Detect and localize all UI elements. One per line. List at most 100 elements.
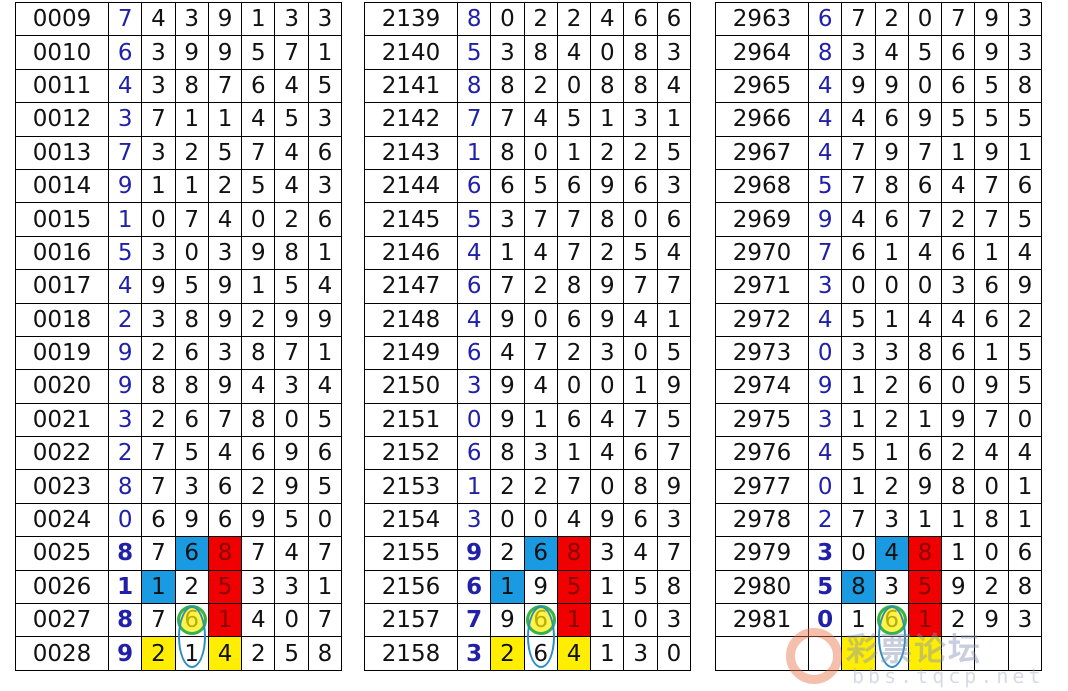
digit: 9 [951,406,966,433]
issue-number: 0017 [15,269,109,304]
digit-cell: 7 [141,436,176,471]
digit-cell: 9 [207,35,243,70]
digit-cell: 2 [523,68,558,104]
issue-number: 0021 [15,402,109,438]
digit: 6 [566,306,582,333]
digit: 5 [817,173,833,200]
digit-cell: 6 [207,469,243,504]
issue-number: 2149 [364,335,458,371]
digit-cell: 5 [974,102,1009,137]
digit: 8 [117,540,134,567]
digit-cell: 1 [174,636,209,671]
first-digit-cell: 6 [456,569,492,605]
digit: 4 [533,106,549,133]
table-row: 2978 2 7 3 1 1 8 1 [715,502,1043,538]
digit: 1 [917,607,933,634]
digit-cell: 7 [141,469,176,504]
digit-cell: 1 [941,135,976,170]
digit: 6 [851,239,866,266]
first-digit-cell: 8 [807,35,843,70]
digit-cell: 1 [907,603,943,638]
table-row: 2976 4 5 1 6 2 4 4 [715,436,1043,471]
digit-cell: 9 [241,235,276,271]
digit: 7 [117,139,133,166]
digit-cell: 4 [490,335,525,371]
first-digit-cell: 9 [107,636,143,671]
digit: 4 [666,72,682,99]
digit: 3 [317,6,333,33]
first-digit-cell: 0 [807,603,843,638]
digit-cell: 0 [274,402,309,438]
digit-cell: 4 [623,302,658,337]
first-digit-cell: 6 [456,436,492,471]
digit: 7 [984,173,999,200]
digit-cell: 0 [907,68,943,104]
table-row [715,636,1043,671]
digit: 6 [1017,540,1033,567]
digit: 3 [851,340,866,367]
digit: 4 [533,373,549,400]
issue-number: 2973 [715,335,809,371]
table-row: 2152 6 8 3 1 4 6 7 [364,436,692,471]
digit-cell: 5 [907,35,943,70]
digit: 2 [566,6,582,33]
digit: 9 [600,306,615,333]
digit-cell: 3 [141,68,176,104]
digit-cell: 4 [941,302,976,337]
digit-cell: 7 [307,536,343,571]
digit-cell: 3 [307,168,343,204]
digit-cell: 8 [174,369,209,404]
digit-cell: 0 [590,469,625,504]
digit: 9 [500,373,515,400]
digit: 8 [500,440,515,467]
digit: 0 [817,340,833,367]
table-row: 2148 4 9 0 6 9 4 1 [364,302,692,337]
digit-cell: 2 [874,402,909,438]
digit-cell: 1 [556,436,592,471]
digit: 8 [666,573,682,600]
digit: 6 [633,173,648,200]
digit-cell: 5 [974,68,1009,104]
issue-number: 2151 [364,402,458,438]
digit: 4 [600,406,615,433]
table-row: 2142 7 7 4 5 1 3 1 [364,102,692,137]
digit-cell: 1 [974,335,1009,371]
digit: 7 [566,239,582,266]
digit: 3 [151,306,166,333]
digit: 0 [533,139,549,166]
digit-cell: 4 [274,68,309,104]
digit: 1 [117,573,134,600]
digit: 7 [317,540,333,567]
digit-cell: 4 [907,235,943,271]
table-row: 0009 7 4 3 9 1 3 3 [15,1,343,37]
digit: 4 [951,173,966,200]
draw-table-3: 2963 6 7 2 0 7 9 3 2964 8 3 4 5 6 9 3 2965 4 9 9 0 6 5 8 2966 4 4 6… [715,1,1043,671]
digit-cell: 4 [307,369,343,404]
table-row: 0014 9 1 1 2 5 4 3 [15,168,343,204]
digit-cell: 9 [590,502,625,538]
digit-cell: 8 [656,569,692,605]
first-digit-cell: 0 [456,402,492,438]
digit: 3 [284,6,299,33]
digit: 4 [817,440,833,467]
digit: 6 [251,72,266,99]
digit-cell: 6 [174,402,209,438]
digit: 4 [151,6,166,33]
digit: 4 [217,440,233,467]
table-row: 2972 4 5 1 4 4 6 2 [715,302,1043,337]
digit: 8 [251,340,266,367]
digit-cell: 1 [874,302,909,337]
digit: 7 [533,340,549,367]
digit: 9 [284,306,299,333]
digit: 8 [1017,573,1033,600]
digit: 5 [184,273,200,300]
digit-cell: 1 [174,102,209,137]
digit-cell: 4 [307,269,343,304]
digit-cell: 1 [307,35,343,70]
digit-cell: 1 [590,636,625,671]
digit: 6 [466,273,482,300]
digit: 0 [500,6,515,33]
digit-cell: 6 [556,302,592,337]
digit-cell: 5 [623,569,658,605]
digit: 6 [917,440,933,467]
